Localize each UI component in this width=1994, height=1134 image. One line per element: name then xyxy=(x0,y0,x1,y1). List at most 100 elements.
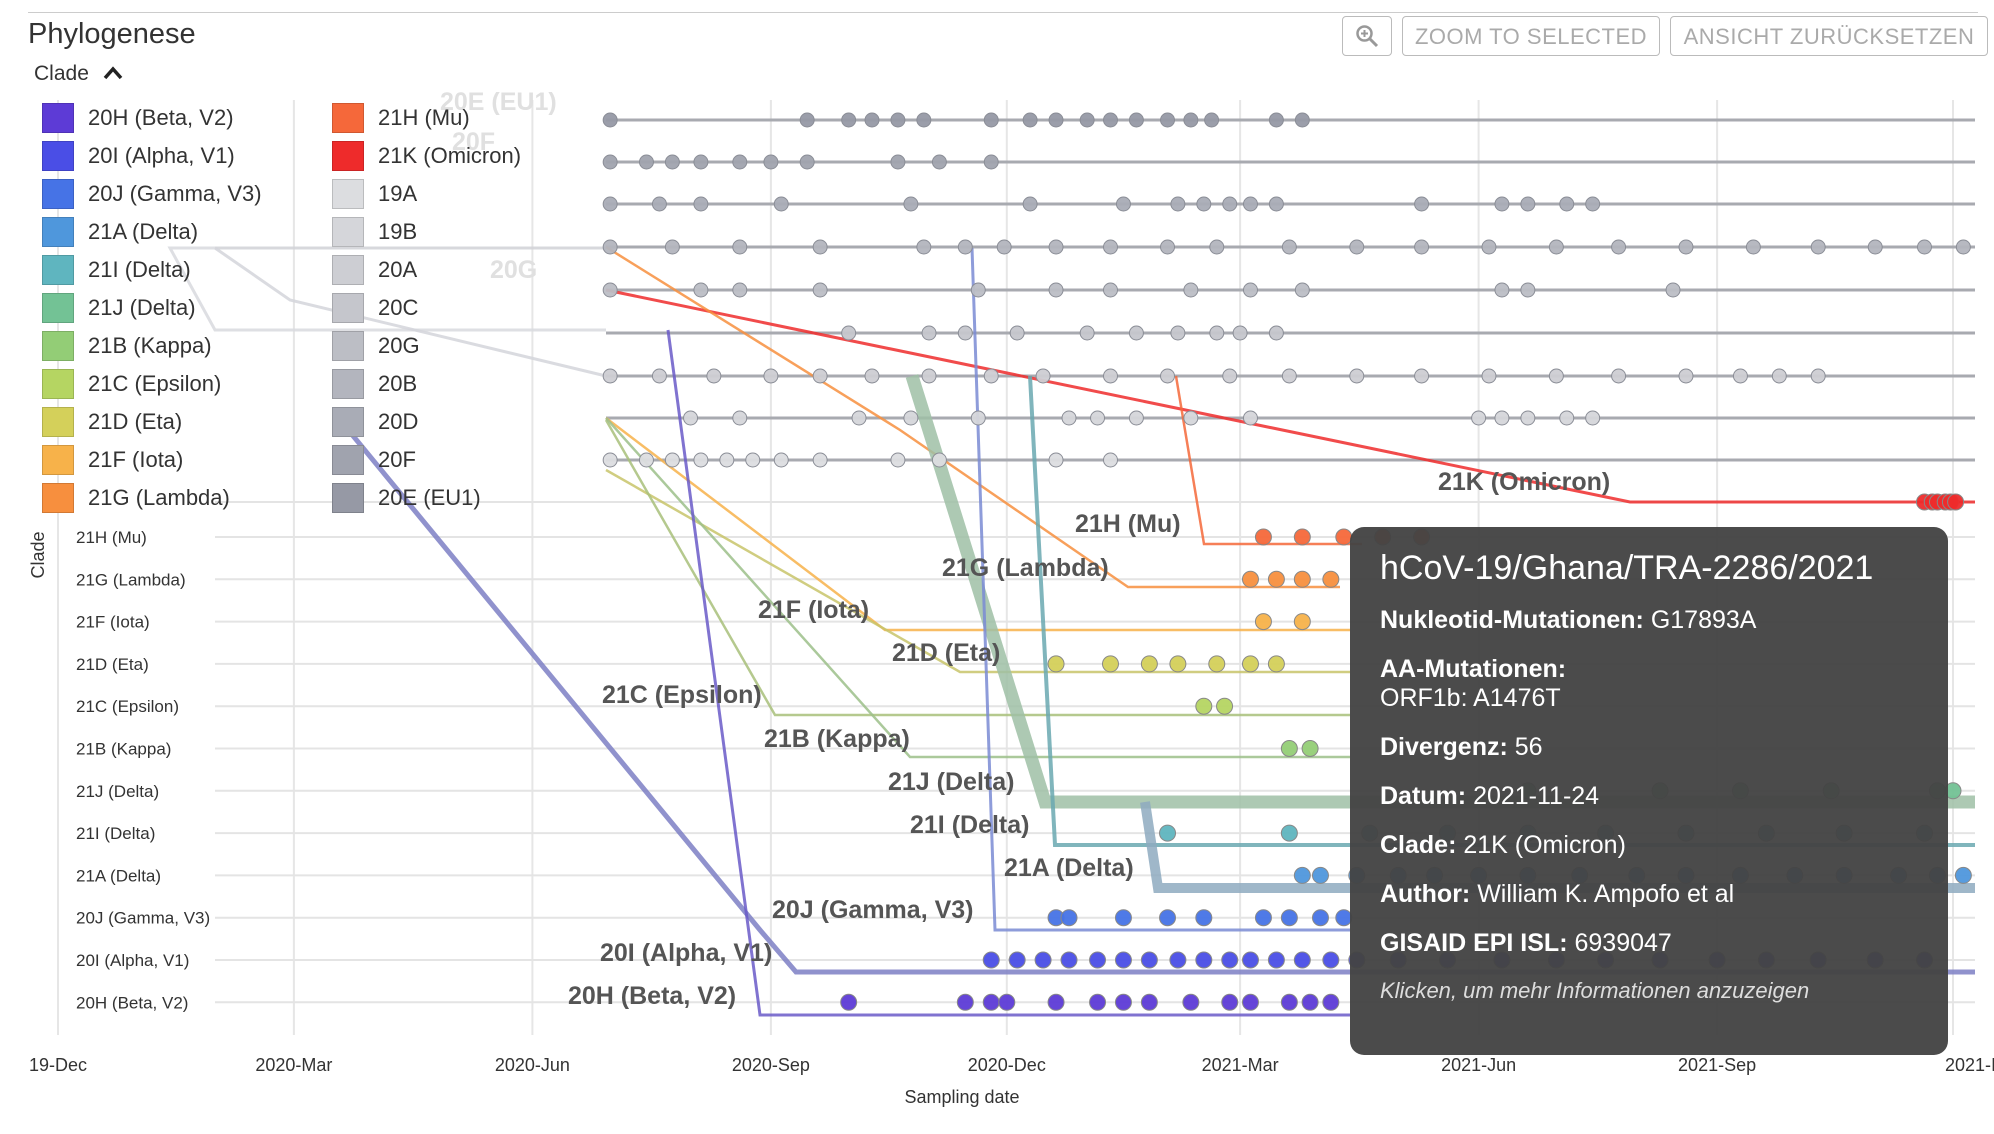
legend-item-20e-eu1[interactable]: 20E (EU1) xyxy=(332,481,481,515)
tip-19b[interactable] xyxy=(1585,410,1601,426)
tip-20e-eu1[interactable] xyxy=(799,112,815,128)
tip-19b[interactable] xyxy=(1242,410,1258,426)
tip-20e-eu1[interactable] xyxy=(916,112,932,128)
tip-20e-eu1[interactable] xyxy=(1204,112,1220,128)
tip-20a[interactable] xyxy=(1222,368,1238,384)
tip-21i-delta[interactable] xyxy=(1280,824,1298,842)
tip-20g[interactable] xyxy=(693,282,709,298)
tip-19b[interactable] xyxy=(1128,410,1144,426)
tip-21h-mu[interactable] xyxy=(1293,528,1311,546)
tip-19a[interactable] xyxy=(745,452,761,468)
tip-20h-beta-v2[interactable] xyxy=(1280,993,1298,1011)
tip-19a[interactable] xyxy=(638,452,654,468)
tip-19a[interactable] xyxy=(1048,452,1064,468)
tip-20h-beta-v2[interactable] xyxy=(982,993,1000,1011)
tip-20h-beta-v2[interactable] xyxy=(1322,993,1340,1011)
tip-20h-beta-v2[interactable] xyxy=(1221,993,1239,1011)
tip-20a[interactable] xyxy=(706,368,722,384)
tip-20g[interactable] xyxy=(1102,282,1118,298)
tip-19a[interactable] xyxy=(773,452,789,468)
tip-20e-eu1[interactable] xyxy=(1294,112,1310,128)
tip-20a[interactable] xyxy=(651,368,667,384)
tip-20d[interactable] xyxy=(1585,196,1601,212)
tip-20b[interactable] xyxy=(1611,239,1627,255)
tip-20b[interactable] xyxy=(916,239,932,255)
tip-20g[interactable] xyxy=(1294,282,1310,298)
tip-21a-delta[interactable] xyxy=(1954,866,1972,884)
tip-20f[interactable] xyxy=(638,154,654,170)
tip-20c[interactable] xyxy=(1209,325,1225,341)
tip-20b[interactable] xyxy=(1281,239,1297,255)
tip-20i-alpha-v1[interactable] xyxy=(1221,951,1239,969)
tip-20b[interactable] xyxy=(1349,239,1365,255)
tip-19a[interactable] xyxy=(1102,452,1118,468)
tip-20h-beta-v2[interactable] xyxy=(1140,993,1158,1011)
tip-20c[interactable] xyxy=(1079,325,1095,341)
tip-20g[interactable] xyxy=(1242,282,1258,298)
tip-21d-eta[interactable] xyxy=(1140,655,1158,673)
legend-item-21h-mu[interactable]: 21H (Mu) xyxy=(332,101,470,135)
tip-20b[interactable] xyxy=(602,239,618,255)
tip-19b[interactable] xyxy=(1520,410,1536,426)
tip-19a[interactable] xyxy=(664,452,680,468)
tip-21g-lambda[interactable] xyxy=(1293,570,1311,588)
tip-20g[interactable] xyxy=(602,282,618,298)
tip-21i-delta[interactable] xyxy=(1159,824,1177,842)
tip-20a[interactable] xyxy=(1414,368,1430,384)
tip-20a[interactable] xyxy=(1548,368,1564,384)
tip-20e-eu1[interactable] xyxy=(1268,112,1284,128)
tip-20h-beta-v2[interactable] xyxy=(1182,993,1200,1011)
tip-20a[interactable] xyxy=(1732,368,1748,384)
zoom-to-selected-button[interactable]: ZOOM TO SELECTED xyxy=(1402,16,1660,56)
tip-20e-eu1[interactable] xyxy=(864,112,880,128)
tip-20f[interactable] xyxy=(931,154,947,170)
legend-item-21a-delta[interactable]: 21A (Delta) xyxy=(42,215,198,249)
tip-20a[interactable] xyxy=(1810,368,1826,384)
tip-20j-gamma-v3[interactable] xyxy=(1254,909,1272,927)
legend-item-21i-delta[interactable]: 21I (Delta) xyxy=(42,253,191,287)
legend-item-21d-eta[interactable]: 21D (Eta) xyxy=(42,405,182,439)
tip-20d[interactable] xyxy=(1520,196,1536,212)
tip-20b[interactable] xyxy=(1209,239,1225,255)
tip-20e-eu1[interactable] xyxy=(1128,112,1144,128)
tip-20e-eu1[interactable] xyxy=(1160,112,1176,128)
tip-20a[interactable] xyxy=(983,368,999,384)
tip-20a[interactable] xyxy=(864,368,880,384)
tip-20d[interactable] xyxy=(1222,196,1238,212)
tip-19b[interactable] xyxy=(903,410,919,426)
tip-19a[interactable] xyxy=(602,452,618,468)
tip-20e-eu1[interactable] xyxy=(602,112,618,128)
tip-20i-alpha-v1[interactable] xyxy=(982,951,1000,969)
legend-item-21b-kappa[interactable]: 21B (Kappa) xyxy=(42,329,212,363)
tip-20a[interactable] xyxy=(1102,368,1118,384)
tip-20e-eu1[interactable] xyxy=(841,112,857,128)
tip-20i-alpha-v1[interactable] xyxy=(1089,951,1107,969)
tip-20e-eu1[interactable] xyxy=(1022,112,1038,128)
tip-20b[interactable] xyxy=(1481,239,1497,255)
tip-20d[interactable] xyxy=(1414,196,1430,212)
tip-20d[interactable] xyxy=(1196,196,1212,212)
tip-20j-gamma-v3[interactable] xyxy=(1159,909,1177,927)
tip-20a[interactable] xyxy=(1160,368,1176,384)
tip-21h-mu[interactable] xyxy=(1254,528,1272,546)
tip-21b-kappa[interactable] xyxy=(1301,740,1319,757)
tip-20e-eu1[interactable] xyxy=(1079,112,1095,128)
tip-20i-alpha-v1[interactable] xyxy=(1241,951,1259,969)
legend-item-21j-delta[interactable]: 21J (Delta) xyxy=(42,291,196,325)
tip-20b[interactable] xyxy=(732,239,748,255)
legend-item-20b[interactable]: 20B xyxy=(332,367,417,401)
tip-19a[interactable] xyxy=(931,452,947,468)
tip-20c[interactable] xyxy=(1128,325,1144,341)
legend-item-20g[interactable]: 20G xyxy=(332,329,420,363)
tip-20f[interactable] xyxy=(890,154,906,170)
tip-20f[interactable] xyxy=(983,154,999,170)
tip-20c[interactable] xyxy=(841,325,857,341)
tip-21c-epsilon[interactable] xyxy=(1216,697,1234,715)
tip-20f[interactable] xyxy=(664,154,680,170)
tip-20e-eu1[interactable] xyxy=(1102,112,1118,128)
tip-20b[interactable] xyxy=(996,239,1012,255)
tip-20a[interactable] xyxy=(1771,368,1787,384)
tip-20i-alpha-v1[interactable] xyxy=(1060,951,1078,969)
tip-20j-gamma-v3[interactable] xyxy=(1114,909,1132,927)
